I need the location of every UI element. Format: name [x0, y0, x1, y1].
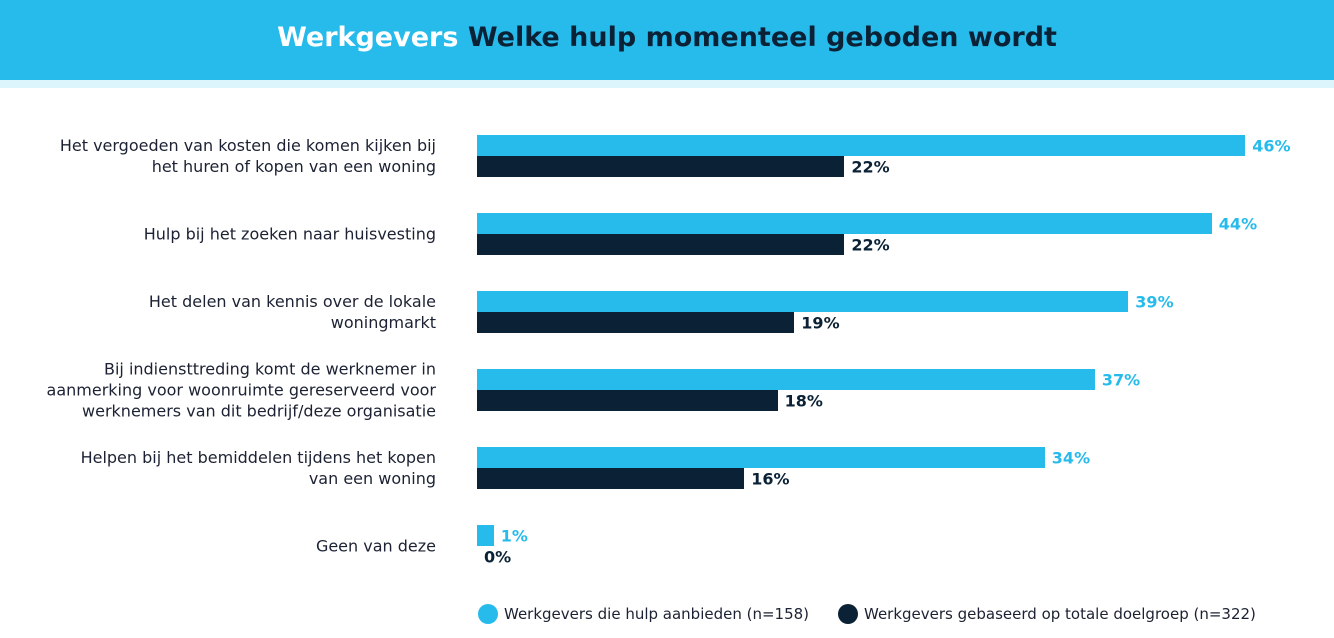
legend-label: Werkgevers gebaseerd op totale doelgroep…	[864, 605, 1256, 623]
bar	[477, 234, 845, 255]
title-text: Welke hulp momenteel geboden wordt	[467, 22, 1057, 53]
category-label: Bij indiensttreding komt de werknemer in…	[46, 359, 436, 421]
bar	[477, 291, 1129, 312]
chart-title: Werkgevers Welke hulp momenteel geboden …	[0, 22, 1334, 53]
legend-swatch	[838, 604, 858, 624]
value-label: 46%	[1252, 136, 1291, 155]
value-label: 37%	[1101, 370, 1141, 389]
value-label: 16%	[751, 469, 790, 488]
header-stripe	[0, 80, 1334, 88]
category-label: Het vergoeden van kosten die komen kijke…	[59, 136, 436, 176]
value-label: 22%	[851, 235, 890, 254]
value-label: 1%	[500, 526, 528, 545]
legend-label: Werkgevers die hulp aanbieden (n=158)	[504, 605, 810, 623]
bar	[477, 213, 1212, 234]
bar	[477, 156, 845, 177]
bar	[477, 525, 494, 546]
value-label: 18%	[784, 391, 823, 410]
value-label: 22%	[851, 157, 890, 176]
bar	[477, 369, 1095, 390]
legend-swatch	[478, 604, 498, 624]
bar	[477, 135, 1246, 156]
category-label: Het delen van kennis over de lokale woni…	[148, 292, 436, 332]
category-label: Geen van deze	[315, 536, 436, 556]
value-label: 34%	[1051, 448, 1091, 467]
value-label: 0%	[484, 547, 512, 566]
legend-item: Werkgevers gebaseerd op totale doelgroep…	[838, 604, 1256, 624]
bar	[477, 390, 778, 411]
category-label: Helpen bij het bemiddelen tijdens het ko…	[80, 448, 436, 488]
bar	[477, 447, 1045, 468]
legend-item: Werkgevers die hulp aanbieden (n=158)	[478, 604, 809, 624]
title-highlight: Werkgevers	[277, 22, 459, 53]
value-label: 39%	[1135, 292, 1174, 311]
bar	[477, 312, 795, 333]
value-label: 44%	[1218, 214, 1258, 233]
bar	[477, 468, 745, 489]
value-label: 19%	[801, 313, 840, 332]
category-label: Hulp bij het zoeken naar huisvesting	[143, 224, 436, 244]
header-band	[0, 0, 1334, 80]
